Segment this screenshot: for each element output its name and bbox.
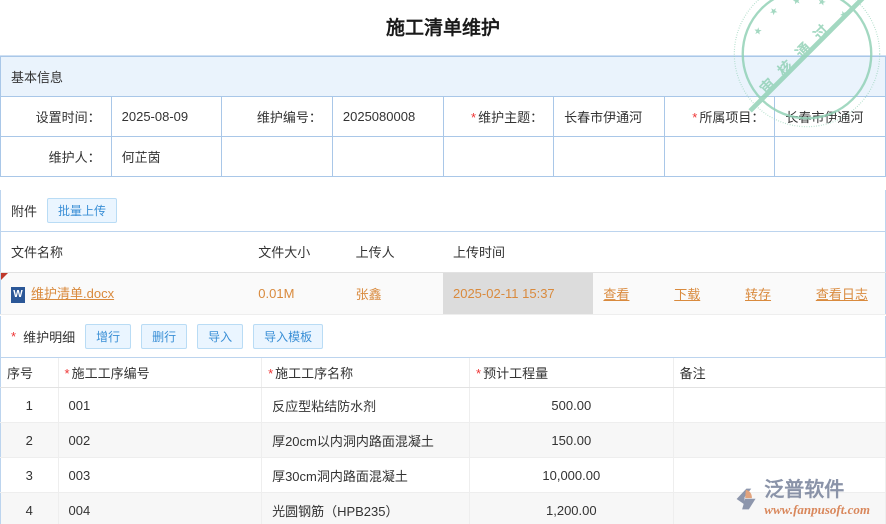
svg-text:过: 过	[810, 21, 833, 44]
svg-text:通: 通	[793, 39, 816, 62]
svg-text:核: 核	[774, 57, 797, 80]
svg-text:审: 审	[756, 75, 779, 98]
